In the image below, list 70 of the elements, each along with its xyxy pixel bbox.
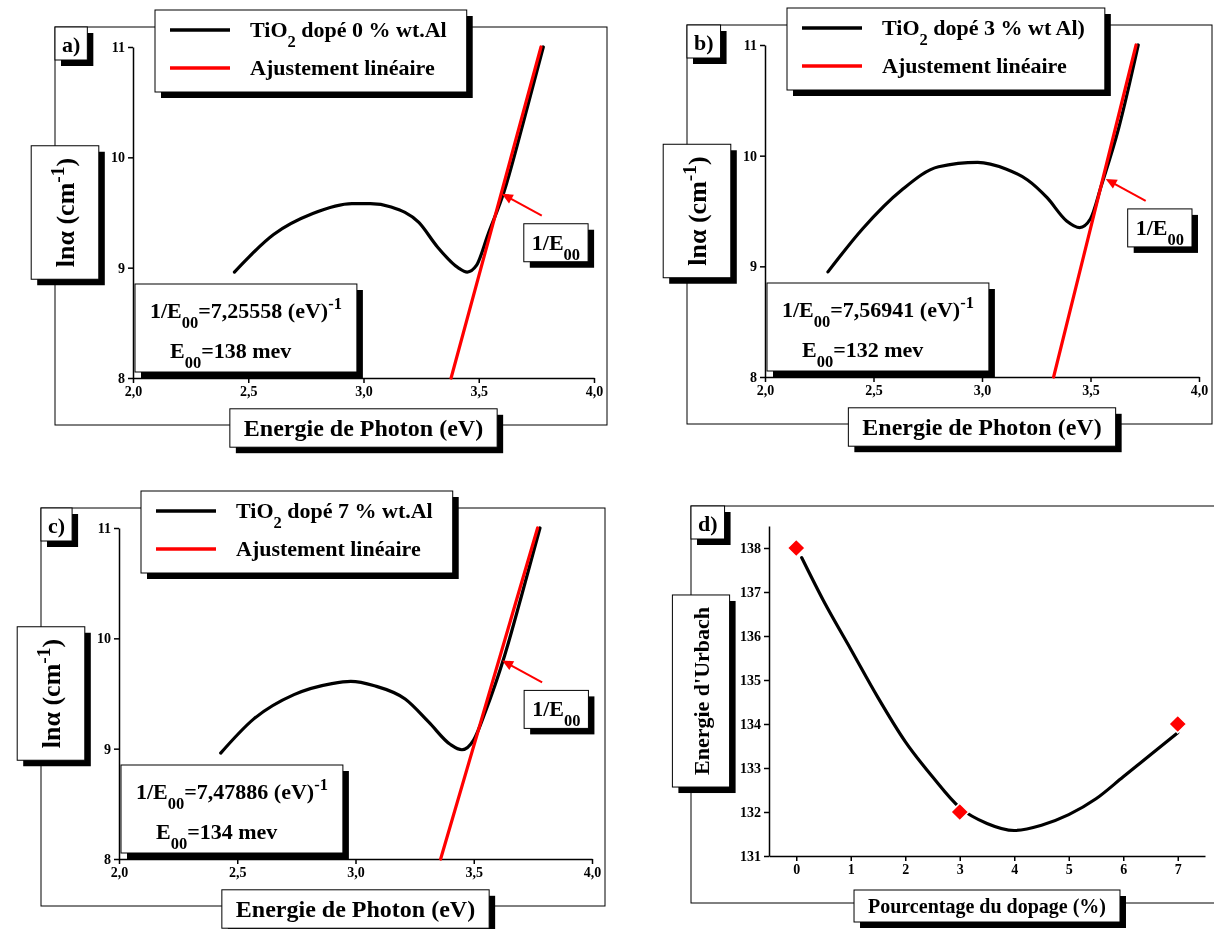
x-tick-label: 2,0 [124, 383, 143, 399]
point [786, 538, 806, 558]
y-tick-label: 135 [740, 672, 761, 688]
x-tick-label: 2,5 [865, 382, 883, 398]
y-tick-label: 11 [97, 520, 111, 536]
y-tick-label: 8 [750, 369, 757, 385]
y-tick-label: 138 [740, 540, 761, 556]
y-tick-label: 133 [740, 760, 761, 776]
x-axis-title: Energie de Photon (eV) [862, 414, 1102, 441]
x-tick-label: 4,0 [585, 383, 604, 399]
x-tick-label: 6 [1120, 861, 1128, 877]
chart-title: c) [48, 513, 66, 538]
annotation: 1/E$_{00}$ [532, 696, 581, 730]
x-tick-label: 3,5 [1082, 382, 1100, 398]
x-tick-label: 3 [956, 861, 964, 877]
y-tick-label: 137 [740, 584, 761, 600]
y-tick-label: 132 [740, 804, 761, 820]
x-tick-label: 0 [793, 861, 801, 877]
x-tick-label: 4,0 [583, 864, 602, 880]
legend-label: TiO$_{2}$ dopé 7 % wt.Al [236, 498, 433, 532]
x-tick-label: 2,0 [756, 382, 775, 398]
x-tick-label: 1 [847, 861, 855, 877]
annotation: 1/E$_{00}$ [1135, 214, 1184, 249]
annotation: E$_{00}$=132 mev [802, 337, 924, 371]
x-tick-label: 2,5 [240, 383, 258, 399]
x-tick-label: 4,0 [1190, 382, 1209, 398]
annotation: 1/E$_{00}$=7,25558 (eV)$^{-1}$ [150, 293, 342, 332]
point [950, 802, 970, 822]
y-tick-label: 9 [104, 741, 111, 757]
y-tick-label: 131 [740, 848, 761, 864]
x-axis-title: Energie de Photon (eV) [243, 415, 484, 442]
y-tick-label: 8 [104, 851, 111, 867]
y-tick-label: 10 [111, 150, 125, 166]
y-tick-label: 10 [97, 631, 111, 647]
y-tick-label: 10 [743, 148, 757, 164]
x-tick-label: 2,5 [229, 864, 247, 880]
legend-label: Ajustement linéaire [882, 53, 1067, 78]
y-tick-label: 9 [118, 260, 125, 276]
x-tick-label: 2,0 [110, 864, 129, 880]
x-axis-title: Energie de Photon (eV) [235, 896, 476, 923]
chart-title: d) [698, 511, 718, 536]
x-tick-label: 3,0 [973, 382, 992, 398]
y-tick-label: 11 [111, 39, 125, 55]
annotation: 1/E$_{00}$=7,56941 (eV)$^{-1}$ [782, 292, 974, 331]
y-axis-title: Energie d'Urbach [688, 606, 714, 776]
x-tick-label: 2 [902, 861, 910, 877]
x-tick-label: 3,0 [355, 383, 373, 399]
y-tick-label: 136 [740, 628, 761, 644]
y-tick-label: 11 [743, 37, 757, 53]
x-tick-label: 5 [1065, 861, 1073, 877]
x-tick-label: 3,5 [465, 864, 483, 880]
annotation: 1/E$_{00}$ [531, 229, 581, 264]
x-tick-label: 4 [1011, 861, 1019, 877]
legend-label: Ajustement linéaire [250, 55, 435, 80]
x-tick-label: 3,0 [347, 864, 365, 880]
annotation: E$_{00}$=134 mev [156, 819, 278, 853]
point [1168, 714, 1188, 734]
legend-label: TiO$_{2}$ dopé 0 % wt.Al [250, 17, 447, 51]
legend-label: TiO$_{2}$ dopé 3 % wt Al) [882, 15, 1085, 49]
y-tick-label: 8 [118, 370, 125, 386]
x-tick-label: 3,5 [470, 383, 488, 399]
y-tick-label: 134 [740, 716, 761, 732]
x-axis-title: Pourcentage du dopage (%) [868, 895, 1106, 918]
annotation: 1/E$_{00}$=7,47886 (eV)$^{-1}$ [136, 774, 328, 813]
chart-title: a) [62, 32, 81, 57]
x-tick-label: 7 [1174, 861, 1182, 877]
legend-label: Ajustement linéaire [236, 536, 421, 561]
annotation: E$_{00}$=138 mev [170, 338, 292, 372]
chart-title: b) [694, 30, 714, 55]
y-tick-label: 9 [750, 259, 757, 275]
